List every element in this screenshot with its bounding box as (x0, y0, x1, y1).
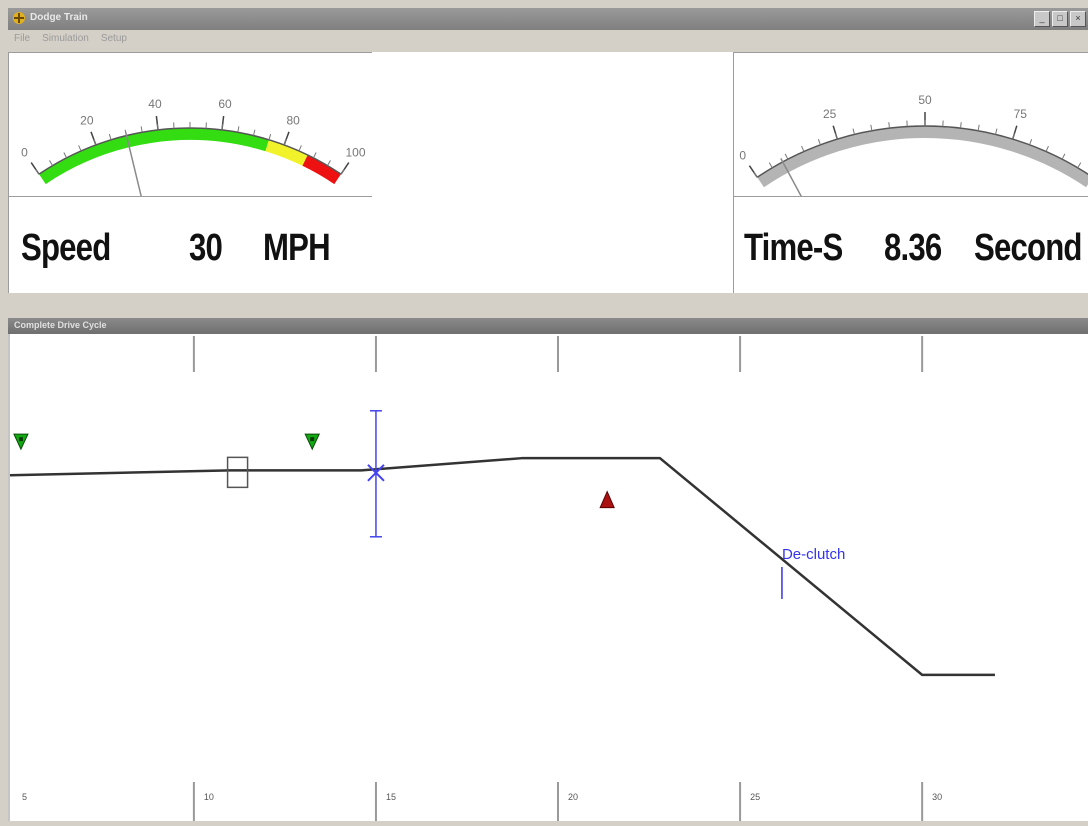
series-line-0 (10, 458, 995, 675)
gauge-minor-tick (1030, 139, 1032, 145)
gauge-minor-tick (253, 130, 254, 136)
gauge-tick-label: 75 (1014, 107, 1028, 121)
minimize-icon[interactable]: _ (1034, 11, 1050, 27)
gauge-tick-label: 50 (918, 93, 932, 107)
gauge-minor-tick (313, 153, 316, 158)
gauge-minor-tick (269, 134, 271, 140)
menu-bar: File Simulation Setup (8, 30, 1088, 48)
gauge-minor-tick (871, 125, 872, 131)
gauge-band-0 (761, 132, 1088, 182)
gauge-tick-label: 60 (218, 97, 232, 111)
x-tick-label: 10 (204, 792, 214, 802)
gauge-minor-tick (79, 145, 81, 150)
gauge-minor-tick (961, 122, 962, 128)
drive-cycle-plot[interactable]: 5 10 15 20 25 30 De-clutch (8, 334, 1088, 821)
gauge-minor-tick (889, 122, 890, 128)
x-tick-label: 30 (932, 792, 942, 802)
title-bar[interactable]: Dodge Train _ □ × (8, 8, 1088, 30)
drive-cycle-chart[interactable]: 5 10 15 20 25 30 De-clutch (8, 334, 1088, 821)
x-tick-label: 15 (386, 792, 396, 802)
gauge-tick-label: 100 (346, 146, 366, 160)
maximize-icon[interactable]: □ (1052, 11, 1068, 27)
time-unit: Second (974, 227, 1082, 270)
gauge-minor-tick (853, 129, 854, 135)
empty-panel (372, 52, 733, 293)
gauge-minor-tick (50, 160, 53, 165)
time-gauge: 0255075100 (734, 53, 1088, 196)
gauge-minor-tick (1062, 154, 1065, 159)
gauge-band-0 (42, 134, 267, 179)
gauge-minor-tick (222, 124, 223, 130)
gauge-minor-tick (754, 172, 757, 177)
gauge-minor-tick (1046, 146, 1048, 151)
gauge-minor-tick (341, 169, 344, 174)
gauge-minor-tick (769, 163, 772, 168)
annotation-label: De-clutch (782, 546, 845, 563)
marker-triangle-up (600, 492, 614, 508)
gauge-band-1 (267, 146, 305, 161)
gauge-minor-tick (327, 160, 330, 165)
gauge-minor-tick (996, 129, 997, 135)
speed-label: Speed (21, 227, 110, 270)
gauge-minor-tick (299, 145, 301, 150)
speed-gauge-panel: 0 20 40 60 80 100 Speed 30 MPH (8, 52, 374, 295)
x-tick-label: 20 (568, 792, 578, 802)
gauge-minor-tick (978, 125, 979, 131)
gauge-tick-label: 0 (739, 149, 746, 163)
chart-title-bar[interactable]: Complete Drive Cycle (8, 318, 1088, 334)
speed-value: 30 (189, 227, 222, 270)
marker-square (228, 457, 248, 487)
marker-triangle-down (305, 434, 319, 449)
speed-unit: MPH (263, 227, 330, 270)
gauge-minor-tick (1078, 163, 1081, 168)
window-controls: _ □ × (1034, 11, 1086, 27)
speed-readout: Speed 30 MPH (9, 196, 373, 294)
x-tick-label: 25 (750, 792, 760, 802)
marker-triangle-down (14, 434, 28, 449)
speed-gauge: 0 20 40 60 80 100 (9, 53, 373, 196)
gauge-tick-label: 40 (148, 97, 162, 111)
x-tick-label: 5 (22, 792, 27, 802)
gauge-minor-tick (157, 124, 158, 130)
gauge-tick-label: 80 (286, 114, 300, 128)
gauge-tick-label: 20 (80, 114, 94, 128)
time-gauge-panel: 0255075100 Time-S 8.36 Second (733, 52, 1088, 295)
time-label: Time-S (744, 227, 842, 270)
panel-separator (8, 293, 1088, 318)
chart-panel-title: Complete Drive Cycle (14, 320, 107, 330)
gauge-band-2 (305, 160, 338, 179)
window-title: Dodge Train (30, 12, 88, 23)
gauge-minor-tick (785, 154, 788, 159)
gauge-minor-tick (64, 153, 67, 158)
menu-simulation[interactable]: Simulation (42, 30, 89, 48)
close-icon[interactable]: × (1070, 11, 1086, 27)
marker-center (310, 437, 314, 441)
gauge-tick-label: 25 (823, 107, 837, 121)
app-icon (12, 11, 26, 25)
gauge-minor-tick (141, 126, 142, 132)
gauge-minor-tick (802, 146, 804, 151)
gauge-minor-tick (238, 126, 239, 132)
gauge-tick-label: 0 (21, 146, 28, 160)
time-readout: Time-S 8.36 Second (734, 196, 1088, 294)
marker-center (19, 437, 23, 441)
gauge-minor-tick (36, 169, 39, 174)
gauge-minor-tick (109, 134, 111, 140)
menu-setup[interactable]: Setup (101, 30, 127, 48)
gauge-minor-tick (818, 139, 820, 145)
menu-file[interactable]: File (14, 30, 30, 48)
time-value: 8.36 (884, 227, 941, 270)
